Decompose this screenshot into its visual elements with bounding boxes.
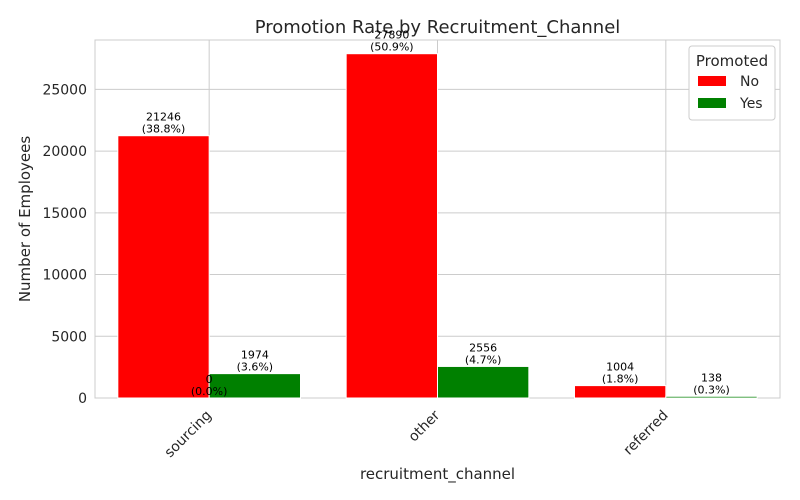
bar-label-yes-sourcing: 1974 (3.6%) bbox=[237, 349, 274, 374]
bar-no-sourcing bbox=[117, 135, 210, 399]
x-tick-label-referred: referred bbox=[621, 408, 672, 459]
x-axis-ticks: sourcing other referred bbox=[162, 407, 672, 461]
x-tick-label-sourcing: sourcing bbox=[162, 408, 215, 461]
bars bbox=[117, 53, 758, 399]
bar-label-yes-referred: 138 (0.3%) bbox=[693, 371, 730, 396]
bar-no-referred bbox=[574, 385, 667, 399]
y-tick-label: 20000 bbox=[42, 144, 87, 160]
bar-labels: 21246 (38.8%) 27890 (50.9%) 1004 (1.8%) 1974 (3… bbox=[142, 29, 730, 398]
legend-title: Promoted bbox=[696, 52, 768, 70]
bar-yes-sourcing bbox=[208, 373, 302, 399]
legend-label-yes: Yes bbox=[739, 96, 763, 112]
y-tick-label: 10000 bbox=[42, 268, 87, 284]
bar-label-no-referred: 1004 (1.8%) bbox=[602, 361, 639, 386]
bar-yes-referred bbox=[665, 395, 758, 399]
bar-label-no-other: 27890 (50.9%) bbox=[370, 29, 414, 54]
y-tick-label: 15000 bbox=[42, 206, 87, 222]
bar-yes-other bbox=[437, 365, 530, 399]
legend-swatch-no bbox=[698, 76, 726, 86]
y-axis-label: Number of Employees bbox=[16, 136, 34, 303]
x-tick-label-other: other bbox=[406, 407, 444, 445]
y-tick-label: 5000 bbox=[51, 329, 87, 345]
legend-label-no: No bbox=[740, 74, 759, 90]
legend-swatch-yes bbox=[698, 98, 726, 108]
bar-label-extra-sourcing: 0 (0.0%) bbox=[191, 373, 228, 398]
legend: Promoted No Yes bbox=[688, 45, 776, 121]
y-axis-ticks: 0 5000 10000 15000 20000 25000 bbox=[42, 82, 87, 407]
bar-label-no-sourcing: 21246 (38.8%) bbox=[142, 111, 186, 136]
bar-no-other bbox=[345, 53, 438, 399]
y-tick-label: 0 bbox=[78, 391, 87, 407]
bar-label-yes-other: 2556 (4.7%) bbox=[465, 341, 502, 366]
chart-title: Promotion Rate by Recruitment_Channel bbox=[255, 17, 621, 38]
x-axis-label: recruitment_channel bbox=[360, 465, 515, 484]
y-tick-label: 25000 bbox=[42, 82, 87, 98]
